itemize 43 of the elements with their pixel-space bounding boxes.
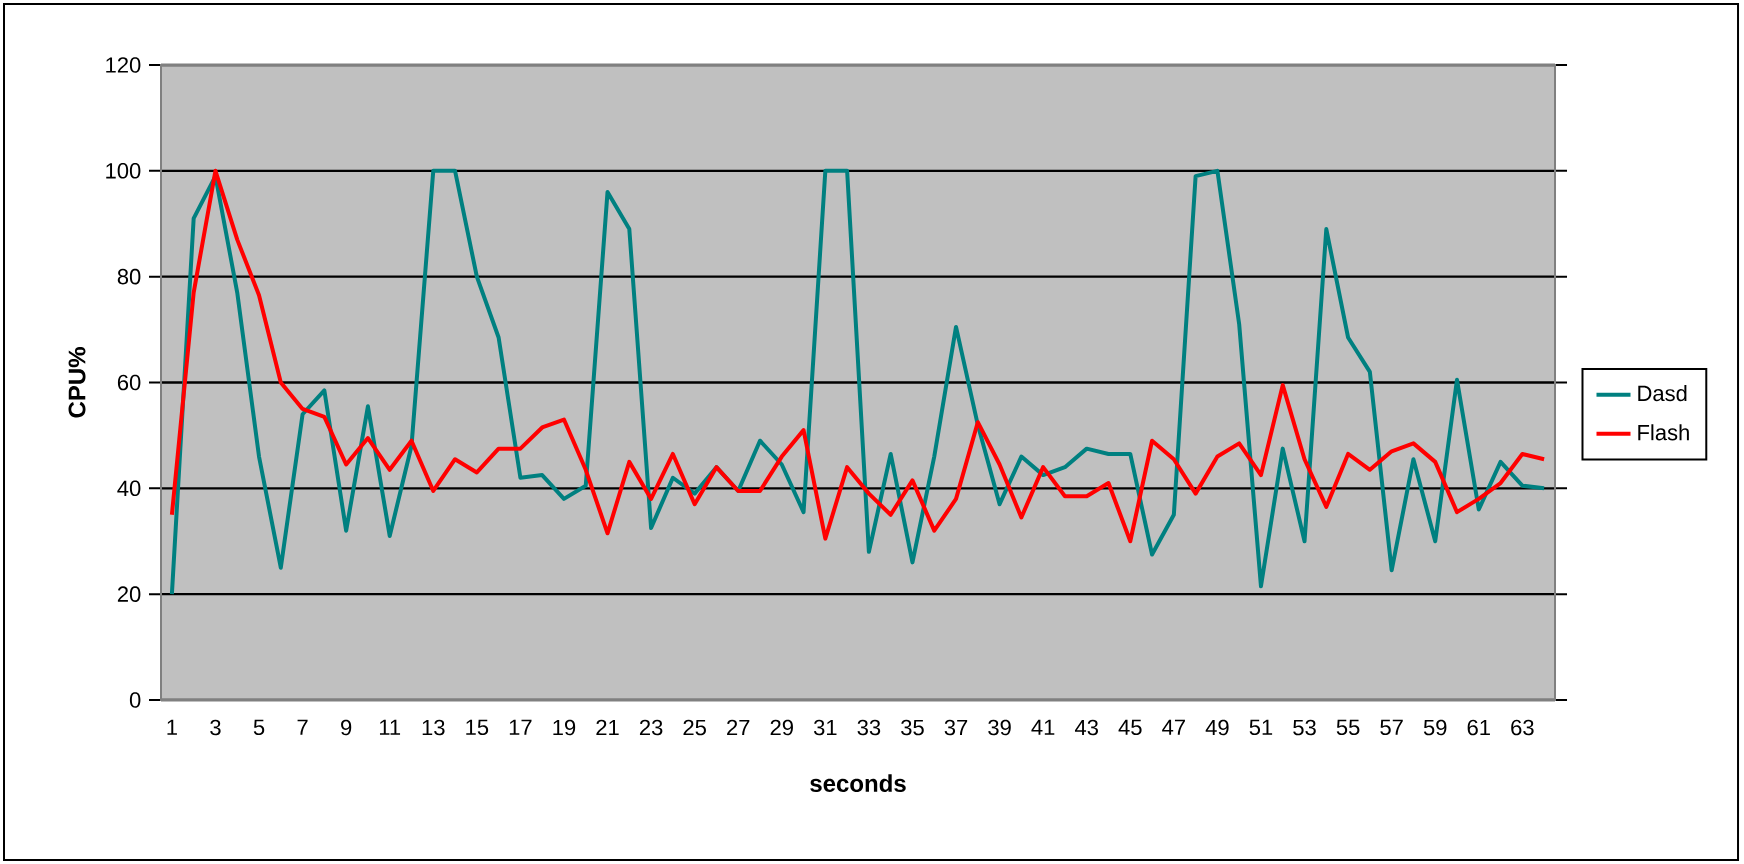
x-tick-label: 53 bbox=[1293, 719, 1316, 736]
y-tick-label: 0 bbox=[129, 692, 141, 708]
x-tick-label: 21 bbox=[596, 719, 619, 736]
x-tick-label: 41 bbox=[1031, 719, 1055, 735]
x-tick-label: 63 bbox=[1511, 719, 1534, 736]
y-tick-label: 80 bbox=[117, 268, 141, 285]
legend-label: Dasd bbox=[1638, 385, 1687, 402]
x-tick-label: 11 bbox=[379, 719, 401, 735]
x-tick-label: 7 bbox=[297, 719, 308, 735]
x-tick-label: 29 bbox=[770, 719, 793, 736]
x-tick-label: 59 bbox=[1423, 719, 1447, 736]
x-axis-title: seconds bbox=[810, 774, 906, 793]
x-tick-label: 25 bbox=[683, 719, 706, 736]
x-tick-label: 35 bbox=[901, 719, 924, 736]
y-tick-label: 60 bbox=[117, 374, 141, 391]
x-tick-label: 51 bbox=[1249, 719, 1273, 736]
x-tick-label: 19 bbox=[553, 719, 576, 736]
y-tick-label: 120 bbox=[106, 57, 141, 73]
x-tick-label: 33 bbox=[857, 719, 881, 736]
x-tick-label: 3 bbox=[210, 719, 221, 736]
y-axis-title: CPU% bbox=[68, 347, 86, 418]
legend-label: Flash bbox=[1638, 424, 1689, 441]
x-tick-label: 45 bbox=[1118, 719, 1142, 736]
x-tick-label: 17 bbox=[509, 719, 532, 735]
x-tick-label: 57 bbox=[1380, 719, 1403, 736]
x-tick-label: 47 bbox=[1162, 719, 1185, 735]
x-tick-label: 1 bbox=[167, 719, 177, 735]
x-tick-label: 37 bbox=[944, 719, 968, 736]
x-tick-label: 13 bbox=[422, 719, 445, 736]
y-tick-label: 40 bbox=[117, 480, 141, 497]
x-tick-label: 9 bbox=[341, 719, 352, 736]
x-tick-label: 27 bbox=[727, 719, 750, 736]
x-tick-label: 5 bbox=[253, 719, 265, 736]
y-tick-label: 20 bbox=[117, 586, 141, 602]
x-tick-label: 49 bbox=[1205, 719, 1229, 736]
y-tick-label: 100 bbox=[106, 163, 141, 179]
x-tick-label: 61 bbox=[1467, 719, 1490, 736]
x-tick-label: 39 bbox=[988, 719, 1011, 736]
x-tick-label: 23 bbox=[639, 719, 663, 736]
x-tick-label: 55 bbox=[1336, 719, 1360, 736]
x-tick-label: 43 bbox=[1074, 719, 1098, 736]
x-tick-label: 15 bbox=[466, 719, 489, 736]
x-tick-label: 31 bbox=[813, 719, 837, 736]
